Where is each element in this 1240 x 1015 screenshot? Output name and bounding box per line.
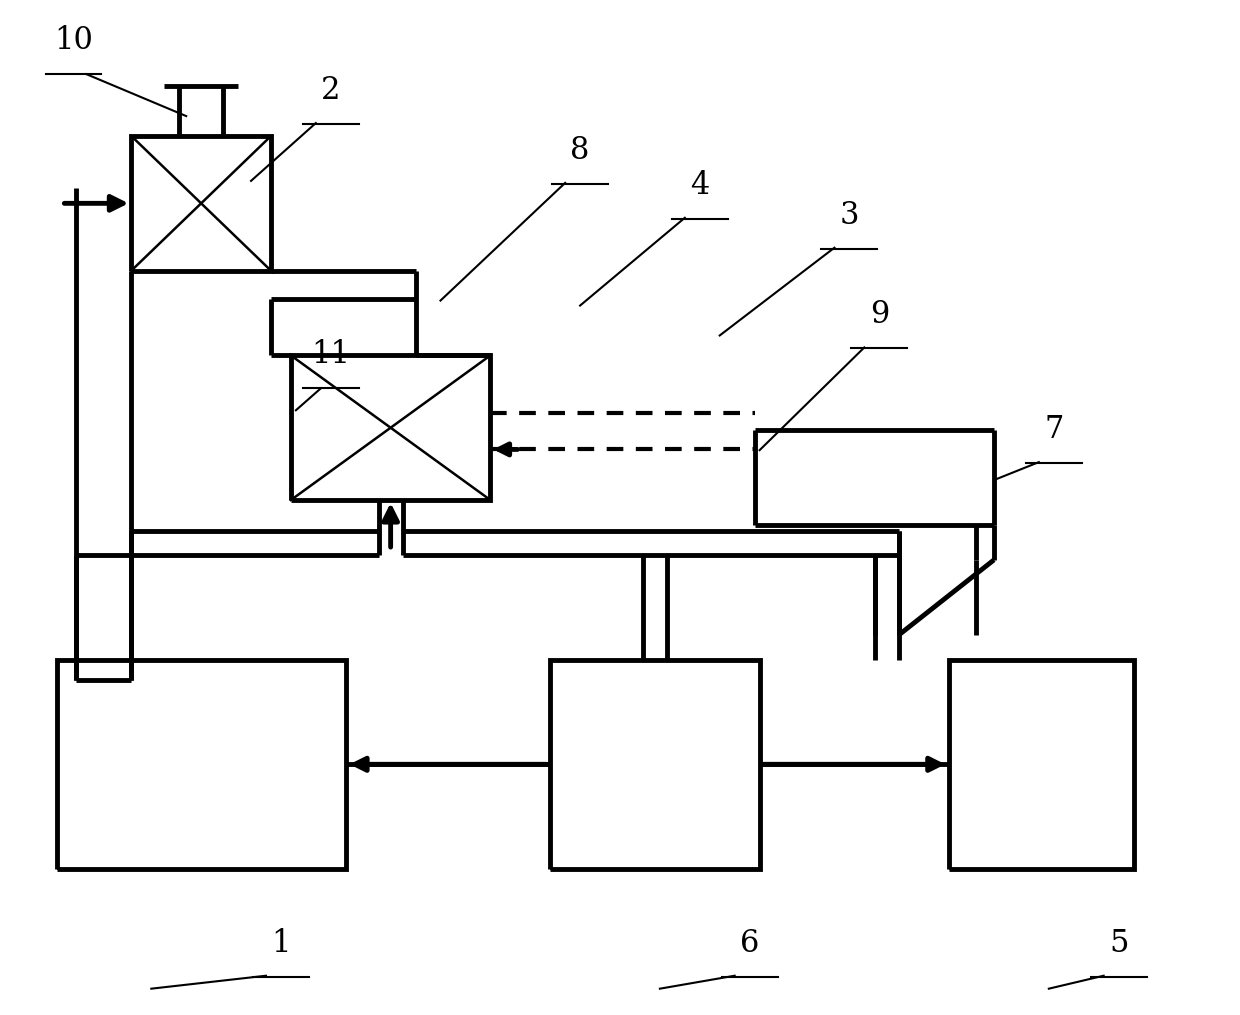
Text: 8: 8 [570,135,590,165]
Text: 9: 9 [869,299,889,331]
Text: 1: 1 [272,928,290,959]
Text: 11: 11 [311,339,350,370]
Text: 5: 5 [1109,928,1128,959]
Text: 4: 4 [691,170,709,201]
Text: 10: 10 [55,25,93,56]
Text: 2: 2 [321,75,341,107]
Text: 6: 6 [740,928,759,959]
Text: 7: 7 [1044,414,1064,446]
Text: 3: 3 [839,200,859,230]
